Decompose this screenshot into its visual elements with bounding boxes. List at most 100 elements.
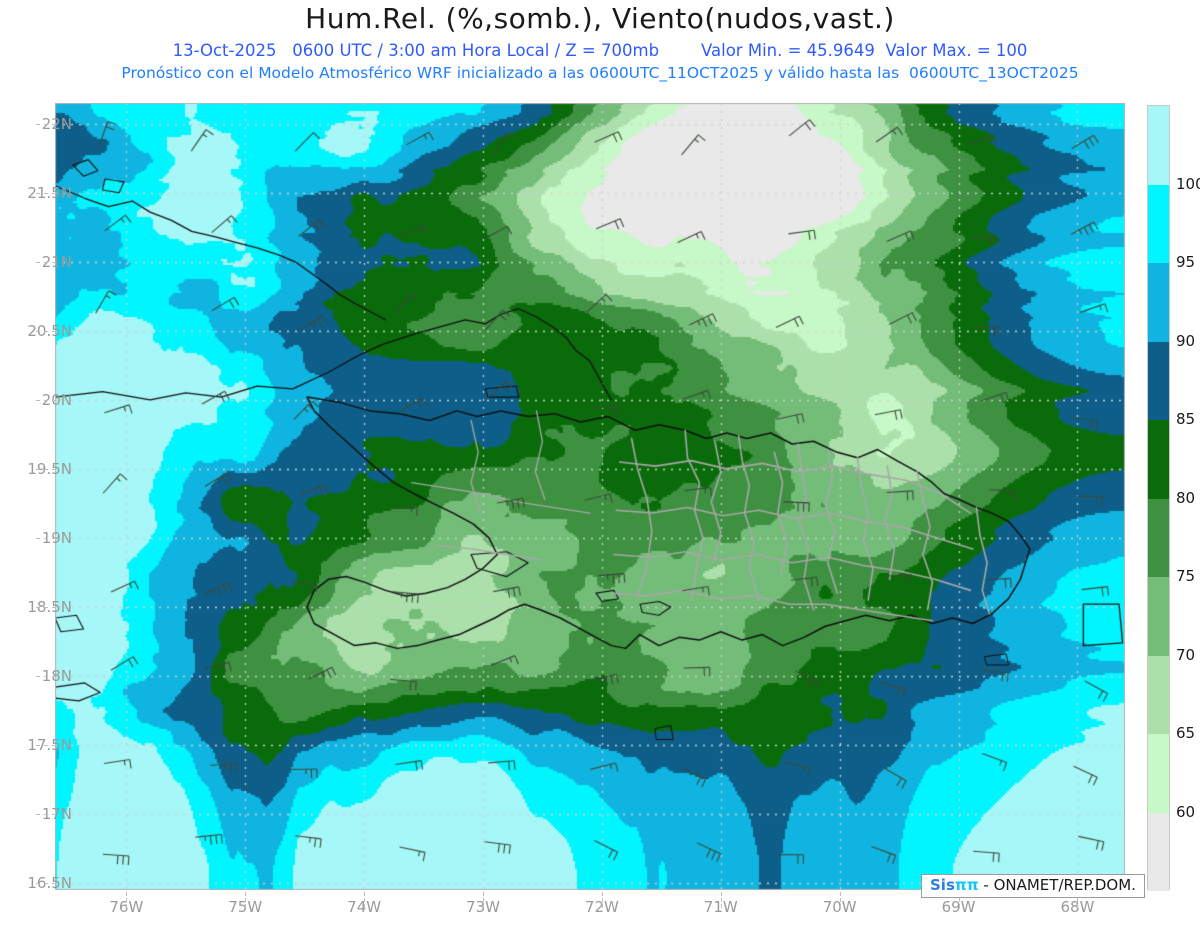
lat-tick-mark bbox=[52, 814, 56, 816]
lat-tick-mark bbox=[36, 675, 40, 677]
lat-tick-mark bbox=[36, 537, 40, 539]
lat-tick-mark bbox=[44, 537, 48, 539]
subtitle-model-info: Pronóstico con el Modelo Atmosférico WRF… bbox=[121, 64, 1079, 82]
lat-tick-mark bbox=[52, 192, 56, 194]
lat-tick-mark bbox=[52, 468, 56, 470]
lat-tick-mark bbox=[36, 123, 40, 125]
lat-tick-mark bbox=[52, 123, 56, 125]
colorbar-legend bbox=[1147, 105, 1170, 891]
colorbar-band bbox=[1148, 498, 1169, 577]
lat-tick-mark bbox=[44, 192, 48, 194]
lon-tick-mark bbox=[720, 904, 722, 908]
page-title: Hum.Rel. (%,somb.), Viento(nudos,vast.) bbox=[305, 2, 895, 35]
lat-tick-mark bbox=[44, 261, 48, 263]
lat-tick-mark bbox=[44, 399, 48, 401]
lat-tick-mark bbox=[36, 468, 40, 470]
colorbar-tick-label: 85 bbox=[1176, 410, 1196, 428]
attribution-logo: Sisππ - ONAMET/REP.DOM. bbox=[921, 874, 1145, 898]
lat-tick-mark bbox=[44, 606, 48, 608]
lon-tick-mark bbox=[483, 892, 484, 896]
colorbar-band bbox=[1148, 655, 1169, 734]
lat-tick-text: 17N bbox=[41, 805, 72, 824]
lon-tick-mark bbox=[245, 898, 247, 902]
lon-tick-mark bbox=[1077, 898, 1079, 902]
lat-tick-mark bbox=[36, 745, 40, 747]
lat-tick-mark bbox=[44, 468, 48, 470]
lat-tick-mark bbox=[52, 399, 56, 401]
lon-tick-mark bbox=[245, 904, 247, 908]
lon-tick-mark bbox=[720, 898, 722, 902]
lat-tick-text: 20.5N bbox=[27, 321, 72, 340]
lon-tick-mark bbox=[364, 904, 366, 908]
lat-tick-text: 19.5N bbox=[27, 459, 72, 478]
lat-tick-mark bbox=[36, 606, 40, 608]
lat-tick-text: 19N bbox=[41, 528, 72, 547]
colorbar-tick-label: 90 bbox=[1176, 331, 1196, 350]
logo-pi-icon: ππ bbox=[954, 876, 979, 894]
colorbar-band bbox=[1148, 420, 1169, 499]
colorbar-tick-label: 60 bbox=[1176, 802, 1196, 821]
lat-tick-mark bbox=[52, 745, 56, 747]
lat-tick-mark bbox=[52, 606, 56, 608]
map-plot-area[interactable] bbox=[55, 103, 1125, 890]
lon-tick-mark bbox=[601, 904, 603, 908]
colorbar-band bbox=[1148, 263, 1169, 342]
lat-tick-text: 22N bbox=[41, 114, 72, 133]
chart-header: Hum.Rel. (%,somb.), Viento(nudos,vast.) … bbox=[0, 0, 1200, 96]
lat-tick-mark bbox=[52, 330, 56, 332]
lat-tick-text: 18.5N bbox=[27, 597, 72, 616]
lat-tick-mark bbox=[44, 883, 48, 885]
lon-tick-mark bbox=[958, 904, 960, 908]
colorbar-band bbox=[1148, 106, 1169, 185]
colorbar-tick-label: 95 bbox=[1176, 253, 1196, 271]
subtitle-time-values: 13-Oct-2025 0600 UTC / 3:00 am Hora Loca… bbox=[172, 41, 1028, 60]
lon-tick-mark bbox=[839, 898, 841, 902]
lat-tick-mark bbox=[36, 399, 40, 401]
lat-tick-mark bbox=[52, 537, 56, 539]
lat-tick-text: 16.5N bbox=[27, 874, 72, 893]
lat-tick-text: 21N bbox=[41, 252, 72, 271]
lat-tick-mark bbox=[36, 883, 40, 885]
lat-tick-text: 17.5N bbox=[27, 736, 72, 755]
lon-tick-mark bbox=[1077, 904, 1079, 908]
colorbar-tick-label: 70 bbox=[1176, 645, 1196, 664]
lat-tick-mark bbox=[44, 123, 48, 125]
lat-tick-mark bbox=[44, 675, 48, 677]
lon-tick-mark bbox=[364, 892, 366, 896]
lon-tick-mark bbox=[483, 898, 484, 902]
lat-tick-mark bbox=[52, 883, 56, 885]
lon-tick-mark bbox=[126, 898, 128, 902]
lon-tick-mark bbox=[958, 898, 960, 902]
lon-tick-mark bbox=[364, 898, 366, 902]
colorbar-tick-label: 100 bbox=[1176, 174, 1200, 193]
colorbar-band bbox=[1148, 341, 1169, 420]
lon-tick-mark bbox=[126, 892, 128, 896]
lon-tick-mark bbox=[245, 892, 247, 896]
colorbar-tick-label: 75 bbox=[1176, 567, 1196, 585]
colorbar-band bbox=[1148, 734, 1169, 813]
lat-tick-mark bbox=[44, 745, 48, 747]
colorbar-band bbox=[1148, 812, 1169, 891]
lon-tick-mark bbox=[839, 892, 841, 896]
colorbar-band bbox=[1148, 184, 1169, 263]
lon-tick-mark bbox=[839, 904, 841, 908]
lat-tick-mark bbox=[52, 261, 56, 263]
lat-tick-text: 20N bbox=[41, 390, 72, 409]
lon-tick-mark bbox=[483, 904, 484, 908]
lat-tick-text: 21.5N bbox=[27, 183, 72, 202]
lon-tick-mark bbox=[601, 898, 603, 902]
colorbar-band bbox=[1148, 577, 1169, 656]
lat-tick-mark bbox=[44, 330, 48, 332]
lon-tick-mark bbox=[126, 904, 128, 908]
lat-tick-mark bbox=[52, 675, 56, 677]
lat-tick-mark bbox=[36, 192, 40, 194]
colorbar-tick-label: 80 bbox=[1176, 488, 1196, 507]
lat-tick-text: 18N bbox=[41, 666, 72, 685]
lon-tick-mark bbox=[601, 892, 603, 896]
colorbar-tick-label: 65 bbox=[1176, 724, 1196, 742]
logo-agency-text: - ONAMET/REP.DOM. bbox=[983, 876, 1136, 894]
lon-tick-mark bbox=[720, 892, 722, 896]
lat-tick-mark bbox=[44, 814, 48, 816]
logo-brand-text: Sis bbox=[930, 876, 955, 894]
humidity-contour-map bbox=[55, 103, 1125, 890]
